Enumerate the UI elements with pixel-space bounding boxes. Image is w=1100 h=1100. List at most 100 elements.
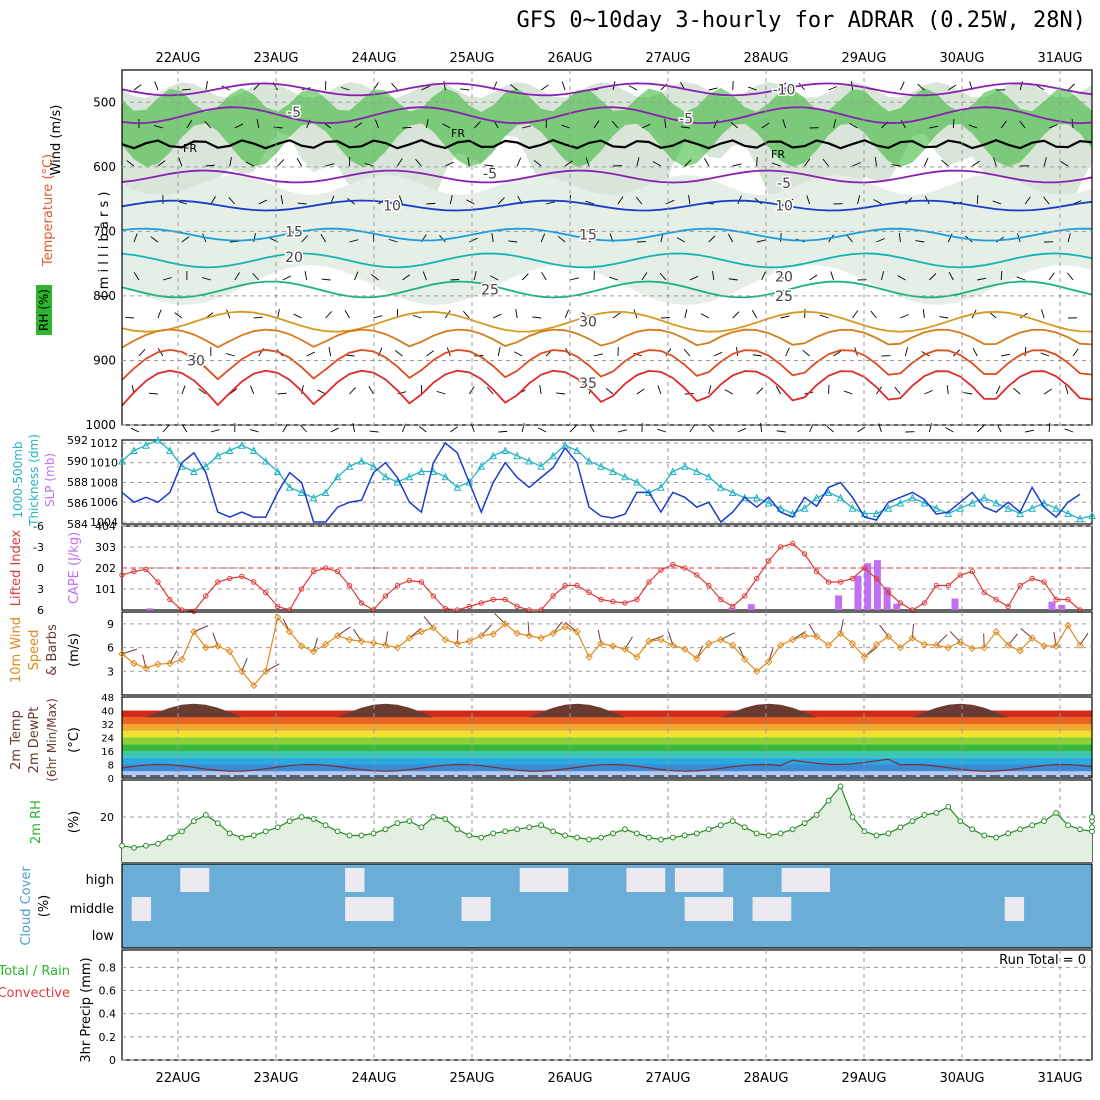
wind-barb [541,271,547,281]
temp-color-band [122,737,1092,745]
rh-marker [741,824,748,831]
thickness-marker [190,467,198,475]
date-label-bottom: 26AUG [547,1071,592,1086]
cape-bar [1048,601,1056,610]
temp-color-band [122,751,1092,758]
wind-barb [923,157,929,167]
wind-marker [884,632,893,641]
wind-marker [657,635,665,644]
li-marker [730,603,736,610]
date-label-top: 24AUG [351,51,396,66]
rh-marker [849,814,856,820]
thickness-marker [992,498,1001,507]
pressure-axis-label: ( m i l l i b a r s ) [97,192,112,299]
rh-marker [131,844,137,851]
cloud-bar [781,868,831,892]
wind-barb [776,430,786,433]
li-marker [969,568,975,575]
thickness-marker [525,456,533,465]
wind-barb [181,88,191,91]
wind-barb [537,427,547,433]
thickness-marker [944,509,953,517]
wind-barb [737,427,747,433]
wind-marker [597,639,605,648]
wind-marker [824,641,833,649]
wind-barb [636,388,645,395]
wind-barb [277,159,285,167]
temp-tick: 24 [101,734,114,745]
wind-barb [1067,233,1071,243]
cape-bar [854,575,862,610]
rh-marker [789,826,796,833]
rh-marker [705,826,712,833]
rh-marker [1005,830,1012,837]
wind-barb [1048,422,1051,433]
wind-marker [154,660,162,668]
wind-barb [253,316,263,319]
thickness-marker [441,472,450,481]
wind-barb [445,161,454,167]
li-marker [442,605,449,612]
wind-barb [652,161,662,167]
cape-tick: 404 [95,520,116,533]
wind-barb [354,122,363,129]
wind-barb [968,124,978,129]
chart-title: GFS 0~10day 3-hourly for ADRAR (0.25W, 2… [516,8,1086,33]
wind-barb [806,195,811,205]
wind-tick: 3 [107,665,114,678]
wind-marker [369,639,378,647]
upper-air-panel [121,69,1093,426]
wind-barb [713,119,718,129]
wind-barb [491,233,494,243]
isotherm-line [121,328,1093,349]
rh-marker [657,836,664,843]
wind-barb [205,81,208,91]
wind10m-panel [121,611,1093,696]
wind-barb [899,81,905,91]
rh-marker [598,834,604,841]
li-marker [670,561,676,568]
wind-barb [785,198,794,205]
wind-barb [830,271,834,281]
li-marker [227,575,233,582]
rh-fill [122,786,1092,862]
li-marker [1041,579,1047,585]
wind-barb [633,352,643,357]
wind-marker [501,620,509,628]
thickness-marker [956,504,965,512]
wind-barb [178,157,183,167]
date-label-bottom: 24AUG [351,1071,396,1086]
wind-barb [148,392,158,395]
wind-barb [897,275,906,281]
li-marker [837,579,844,585]
rh-marker [909,818,916,824]
wind-barb [490,275,499,281]
wind-tick: 6 [107,642,114,655]
wind-barb [828,86,838,91]
wind-marker [561,623,569,631]
rh-marker [693,830,700,837]
wind-marker [441,635,450,644]
wind-barb [398,195,403,205]
wind-barb [707,424,715,433]
cape-bar [864,563,872,610]
wind-barb [585,157,590,167]
wind-barb [293,313,302,319]
wind-barb [680,126,690,129]
wind-barb [277,392,287,395]
li-marker [131,568,137,575]
temp-units-label: (°C) [67,727,82,753]
thickness-marker [465,477,474,486]
wind-barb [1043,196,1050,205]
rh-marker [717,822,724,829]
wind-units-label: (m/s) [67,633,82,667]
wind-barb [617,196,624,205]
wind-barbs-axis-label: & Barbs [45,624,60,676]
wind-marker [393,643,402,652]
thickness-marker [297,488,306,496]
date-label-top: 31AUG [1037,51,1082,66]
wind-marker [537,634,545,642]
run-total-label: Run Total = 0 [999,953,1086,968]
wind-marker [860,653,869,661]
